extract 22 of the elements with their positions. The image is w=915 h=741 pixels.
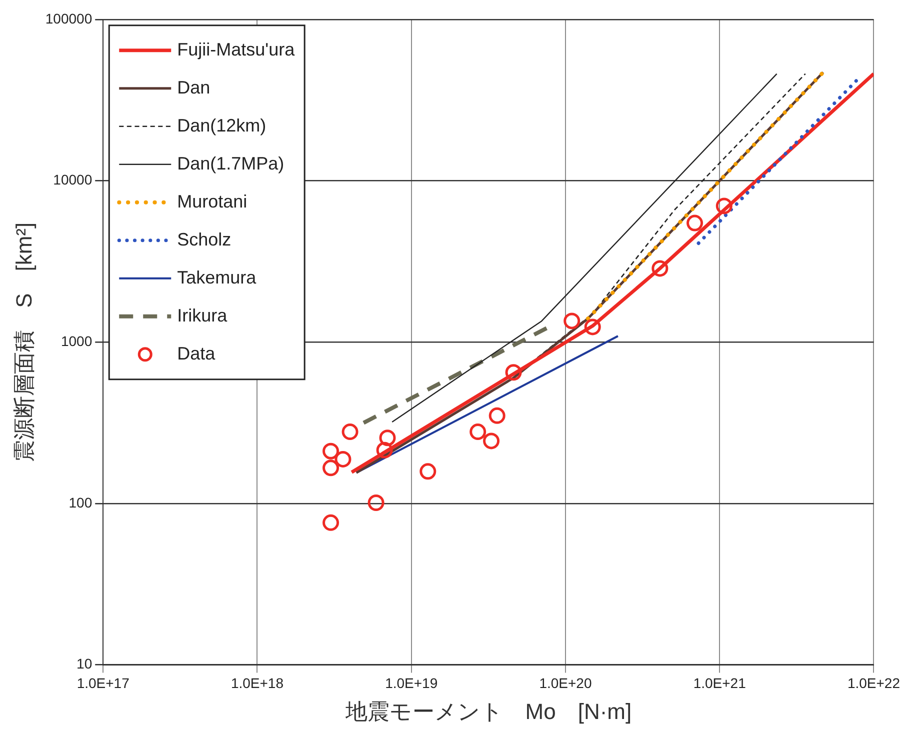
y-tick-label: 1000	[60, 332, 92, 349]
legend-label: Data	[177, 343, 216, 364]
x-tick-label: 1.0E+21	[693, 675, 746, 692]
y-tick-label: 100	[68, 494, 92, 510]
legend-label: Irikura	[177, 305, 228, 326]
x-tick-label: 1.0E+17	[76, 675, 130, 692]
legend-label: Dan	[177, 77, 210, 98]
legend-label: Murotani	[177, 191, 248, 212]
x-tick-label: 1.0E+22	[847, 675, 900, 692]
x-tick-label: 1.0E+19	[385, 675, 438, 692]
legend-label: Dan(12km)	[177, 115, 266, 136]
x-tick-label: 1.0E+18	[230, 675, 284, 692]
y-tick-label: 100000	[45, 10, 92, 26]
x-tick-label: 1.0E+20	[539, 675, 592, 692]
y-axis-title: 震源断層面積 S [km²]	[11, 222, 36, 462]
legend-label: Takemura	[177, 267, 258, 288]
legend-label: Fujii-Matsu'ura	[177, 39, 296, 60]
x-axis-title: 地震モーメント Mo [N·m]	[344, 698, 632, 724]
y-tick-label: 10	[76, 656, 92, 672]
legend-label: Scholz	[177, 229, 232, 250]
y-tick-label: 10000	[53, 172, 92, 188]
legend-label: Dan(1.7MPa)	[177, 153, 284, 174]
